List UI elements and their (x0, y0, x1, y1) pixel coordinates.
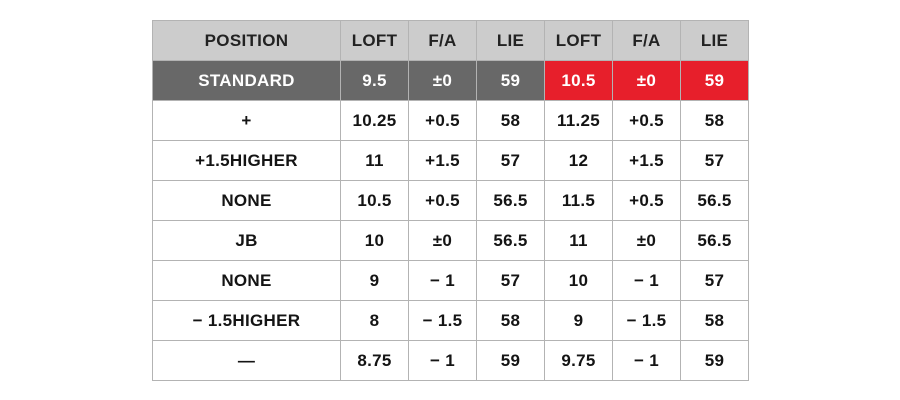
header-cell-lie-2: LIE (680, 20, 749, 61)
value-cell: ±0 (612, 60, 681, 101)
value-cell: 11.25 (544, 100, 613, 141)
value-cell: 10 (340, 220, 409, 261)
value-cell: 10 (544, 260, 613, 301)
position-cell: NONE (152, 260, 341, 301)
value-cell: 56.5 (680, 220, 749, 261)
position-cell: NONE (152, 180, 341, 221)
value-cell: 58 (680, 300, 749, 341)
value-cell: 59 (680, 60, 749, 101)
value-cell: ±0 (612, 220, 681, 261)
header-cell-loft-2: LOFT (544, 20, 613, 61)
value-cell: +0.5 (612, 180, 681, 221)
header-cell-lie-1: LIE (476, 20, 545, 61)
position-cell: + (152, 100, 341, 141)
table-row-none-upper: NONE 10.5 +0.5 56.5 11.5 +0.5 56.5 (152, 180, 749, 221)
table-row-minus-1-5-higher: − 1.5HIGHER 8 − 1.5 58 9 − 1.5 58 (152, 300, 749, 341)
header-row: POSITION LOFT F/A LIE LOFT F/A LIE (152, 20, 749, 61)
value-cell: ±0 (408, 220, 477, 261)
value-cell: 57 (680, 260, 749, 301)
value-cell: 59 (476, 60, 545, 101)
value-cell: 10.25 (340, 100, 409, 141)
value-cell: ±0 (408, 60, 477, 101)
value-cell: 57 (476, 260, 545, 301)
value-cell: 58 (476, 300, 545, 341)
value-cell: − 1 (612, 260, 681, 301)
value-cell: 56.5 (476, 180, 545, 221)
value-cell: − 1 (408, 260, 477, 301)
value-cell: − 1.5 (612, 300, 681, 341)
header-cell-fa-1: F/A (408, 20, 477, 61)
value-cell: +0.5 (408, 100, 477, 141)
header-cell-position: POSITION (152, 20, 341, 61)
table-row-plus: + 10.25 +0.5 58 11.25 +0.5 58 (152, 100, 749, 141)
value-cell: 9.75 (544, 340, 613, 381)
value-cell: 9.5 (340, 60, 409, 101)
value-cell: 57 (680, 140, 749, 181)
value-cell: 12 (544, 140, 613, 181)
value-cell: 58 (680, 100, 749, 141)
value-cell: +1.5 (612, 140, 681, 181)
value-cell: 10.5 (340, 180, 409, 221)
value-cell: 56.5 (680, 180, 749, 221)
value-cell: 10.5 (544, 60, 613, 101)
position-cell: — (152, 340, 341, 381)
table-row-standard: STANDARD 9.5 ±0 59 10.5 ±0 59 (152, 60, 749, 101)
table-row-none-lower: NONE 9 − 1 57 10 − 1 57 (152, 260, 749, 301)
value-cell: 9 (544, 300, 613, 341)
value-cell: 8.75 (340, 340, 409, 381)
position-cell: − 1.5HIGHER (152, 300, 341, 341)
value-cell: +1.5 (408, 140, 477, 181)
value-cell: 8 (340, 300, 409, 341)
value-cell: 59 (476, 340, 545, 381)
value-cell: 11 (544, 220, 613, 261)
value-cell: − 1.5 (408, 300, 477, 341)
value-cell: 9 (340, 260, 409, 301)
table-row-jb: JB 10 ±0 56.5 11 ±0 56.5 (152, 220, 749, 261)
position-cell: JB (152, 220, 341, 261)
position-cell: STANDARD (152, 60, 341, 101)
value-cell: − 1 (612, 340, 681, 381)
spec-table-container: POSITION LOFT F/A LIE LOFT F/A LIE STAND… (152, 20, 749, 381)
loft-lie-spec-table: POSITION LOFT F/A LIE LOFT F/A LIE STAND… (152, 20, 749, 381)
value-cell: 57 (476, 140, 545, 181)
table-row-plus-1-5-higher: +1.5HIGHER 11 +1.5 57 12 +1.5 57 (152, 140, 749, 181)
value-cell: 56.5 (476, 220, 545, 261)
header-cell-loft-1: LOFT (340, 20, 409, 61)
value-cell: 11.5 (544, 180, 613, 221)
value-cell: 58 (476, 100, 545, 141)
value-cell: 59 (680, 340, 749, 381)
value-cell: − 1 (408, 340, 477, 381)
position-cell: +1.5HIGHER (152, 140, 341, 181)
header-cell-fa-2: F/A (612, 20, 681, 61)
value-cell: 11 (340, 140, 409, 181)
value-cell: +0.5 (612, 100, 681, 141)
table-row-minus: — 8.75 − 1 59 9.75 − 1 59 (152, 340, 749, 381)
value-cell: +0.5 (408, 180, 477, 221)
